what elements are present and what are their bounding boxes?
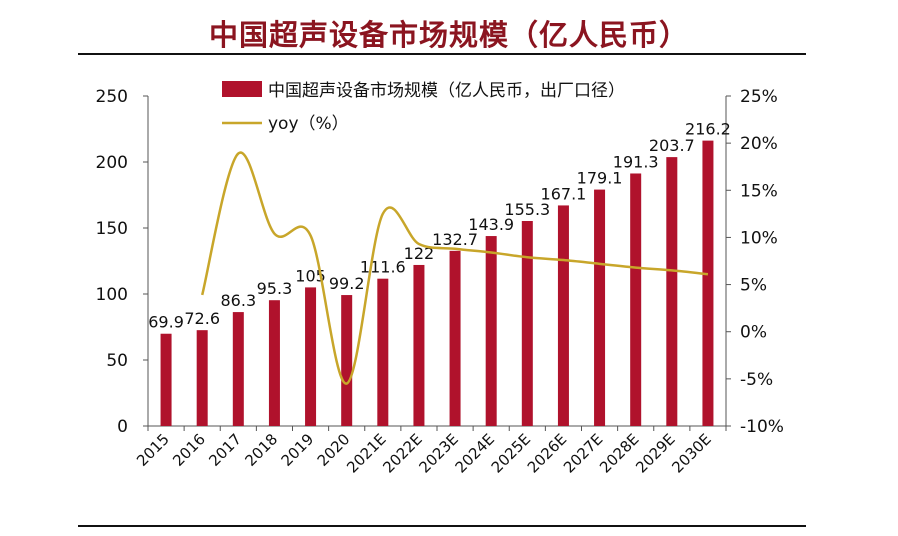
bar-value-label: 99.2 <box>329 274 365 293</box>
x-tick-label: 2030E <box>668 430 714 476</box>
x-tick-label: 2018 <box>242 430 282 470</box>
right-tick-label: -5% <box>740 370 773 390</box>
bar <box>449 250 461 426</box>
bar-value-label: 111.6 <box>360 258 406 277</box>
x-tick-label: 2025E <box>488 430 534 476</box>
x-tick-label: 2027E <box>560 430 606 476</box>
right-tick-label: -10% <box>740 417 784 437</box>
right-tick-label: 0% <box>740 323 767 343</box>
x-tick-label: 2026E <box>524 430 570 476</box>
x-tick-label: 2022E <box>379 430 425 476</box>
bar <box>160 333 172 426</box>
x-tick-label: 2017 <box>205 430 245 470</box>
x-tick-label: 2015 <box>133 430 173 470</box>
bar <box>232 312 244 426</box>
left-tick-label: 0 <box>117 417 128 437</box>
right-tick-label: 20% <box>740 134 778 154</box>
legend: 中国超声设备市场规模（亿人民币，出厂口径） yoy（%） <box>222 81 625 134</box>
bar-value-label: 95.3 <box>257 279 293 298</box>
left-tick-label: 150 <box>96 219 128 239</box>
bar <box>305 287 317 426</box>
bar <box>413 264 425 426</box>
bar <box>485 236 497 426</box>
bar-value-label: 105 <box>295 266 326 285</box>
legend-bar-swatch <box>222 81 262 97</box>
bar <box>630 173 642 426</box>
x-tick-label: 2029E <box>632 430 678 476</box>
bar <box>666 157 678 426</box>
bar-value-label: 191.3 <box>613 152 659 171</box>
right-tick-label: 15% <box>740 181 778 201</box>
bar-value-label: 86.3 <box>221 291 257 310</box>
bar-value-label: 69.9 <box>148 313 184 332</box>
bar <box>557 205 569 426</box>
left-tick-label: 250 <box>96 87 128 107</box>
bar <box>594 189 606 426</box>
bar-value-label: 143.9 <box>468 215 514 234</box>
bar <box>521 221 533 426</box>
bar-value-label: 155.3 <box>504 200 550 219</box>
x-tick-label: 2024E <box>452 430 498 476</box>
legend-bar-label: 中国超声设备市场规模（亿人民币，出厂口径） <box>268 81 625 101</box>
x-tick-label: 2028E <box>596 430 642 476</box>
x-tick-label: 2023E <box>415 430 461 476</box>
page-title: 中国超声设备市场规模（亿人民币） <box>208 18 689 52</box>
left-tick-label: 50 <box>106 351 128 371</box>
right-tick-label: 25% <box>740 87 778 107</box>
bar <box>341 295 353 426</box>
bar <box>702 140 714 426</box>
legend-line-label: yoy（%） <box>268 114 349 134</box>
right-tick-label: 10% <box>740 228 778 248</box>
bar-value-label: 167.1 <box>541 184 587 203</box>
bar <box>196 330 208 426</box>
bar-value-label: 132.7 <box>432 230 478 249</box>
x-tick-labels: 2015201620172018201920202021E2022E2023E2… <box>133 430 715 476</box>
right-tick-label: 5% <box>740 276 767 296</box>
yoy-line <box>200 151 709 385</box>
bar-value-label: 216.2 <box>685 120 731 139</box>
bar <box>268 300 280 426</box>
top-rule <box>78 53 806 55</box>
x-tick-label: 2016 <box>169 430 209 470</box>
left-tick-label: 100 <box>96 285 128 305</box>
left-tick-label: 200 <box>96 153 128 173</box>
bar-value-label: 122 <box>404 244 435 263</box>
bottom-rule <box>78 525 806 527</box>
x-tick-label: 2019 <box>278 430 318 470</box>
yoy-series <box>200 151 709 385</box>
bar-series <box>160 140 714 426</box>
chart-axes: 0 50 100 150 200 250 -10% -5% 0% 5% 10% 15% 20% 25% <box>96 87 784 437</box>
x-tick-label: 2021E <box>343 430 389 476</box>
bar-value-label: 72.6 <box>184 309 220 328</box>
bar-value-label: 203.7 <box>649 136 695 155</box>
bar-value-label: 179.1 <box>577 169 623 188</box>
bar <box>377 278 389 426</box>
